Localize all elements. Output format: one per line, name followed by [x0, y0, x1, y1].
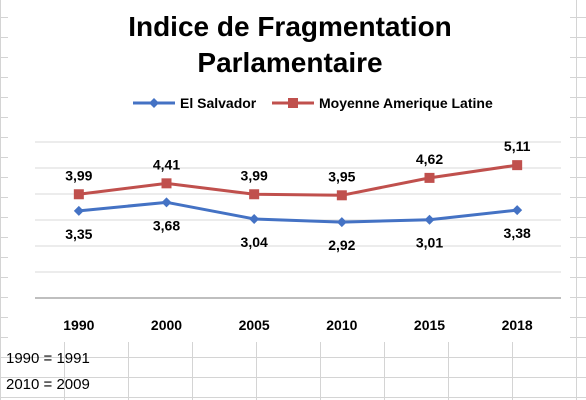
x-tick-label: 1990 — [63, 317, 94, 333]
x-tick-label: 2015 — [414, 317, 445, 333]
data-point — [249, 189, 260, 200]
data-point — [424, 172, 435, 183]
series-1: 3,35 3,68 3,04 2,92 3,01 3,38 — [65, 197, 531, 253]
data-point — [73, 205, 84, 216]
line-chart: Indice de Fragmentation Parlamentaire El… — [35, 11, 561, 333]
note-1990: 1990 = 1991 — [6, 350, 90, 367]
legend-marker — [288, 98, 298, 108]
legend-label: Moyenne Amerique Latine — [319, 95, 493, 111]
data-label: 4,41 — [153, 156, 180, 172]
data-point — [161, 178, 172, 189]
data-point — [336, 217, 347, 228]
legend-label: El Salvador — [180, 95, 257, 111]
data-label: 3,01 — [416, 235, 443, 251]
data-label: 3,38 — [504, 225, 531, 241]
legend-item: Moyenne Amerique Latine — [272, 95, 493, 111]
data-label: 3,04 — [241, 234, 268, 250]
data-point — [424, 214, 435, 225]
legend-marker — [149, 98, 159, 108]
series-line — [78, 200, 518, 224]
x-tick-label: 2018 — [502, 317, 533, 333]
series-line — [78, 163, 518, 197]
chart-title-line-2: Parlamentaire — [197, 47, 382, 78]
legend-item: El Salvador — [133, 95, 257, 111]
x-tick-label: 2000 — [151, 317, 182, 333]
data-point — [73, 189, 84, 200]
note-2010: 2010 = 2009 — [6, 376, 90, 393]
data-label: 4,62 — [416, 151, 443, 167]
data-point — [161, 197, 172, 208]
data-label: 3,99 — [241, 167, 268, 183]
data-label: 2,92 — [328, 237, 355, 253]
data-point — [249, 213, 260, 224]
chart-area: Indice de Fragmentation Parlamentaire El… — [8, 0, 570, 342]
data-label: 3,99 — [65, 167, 92, 183]
data-point — [512, 205, 523, 216]
chart-title-line-1: Indice de Fragmentation — [128, 11, 452, 42]
data-label: 3,95 — [328, 168, 355, 184]
x-tick-label: 2005 — [239, 317, 270, 333]
data-label: 3,35 — [65, 226, 92, 242]
data-point — [336, 190, 347, 201]
chart-legend: El Salvador Moyenne Amerique Latine — [133, 95, 493, 111]
data-label: 5,11 — [504, 138, 531, 154]
x-axis: 1990 2000 2005 2010 2015 2018 — [35, 297, 561, 333]
x-tick-label: 2010 — [326, 317, 357, 333]
data-label: 3,68 — [153, 217, 180, 233]
chart-series: 3,35 3,68 3,04 2,92 3,01 3,38 3,99 4,41 3,99 3,95… — [65, 138, 531, 253]
series-2: 3,99 4,41 3,99 3,95 4,62 5,11 — [65, 138, 531, 201]
data-point — [512, 160, 523, 171]
